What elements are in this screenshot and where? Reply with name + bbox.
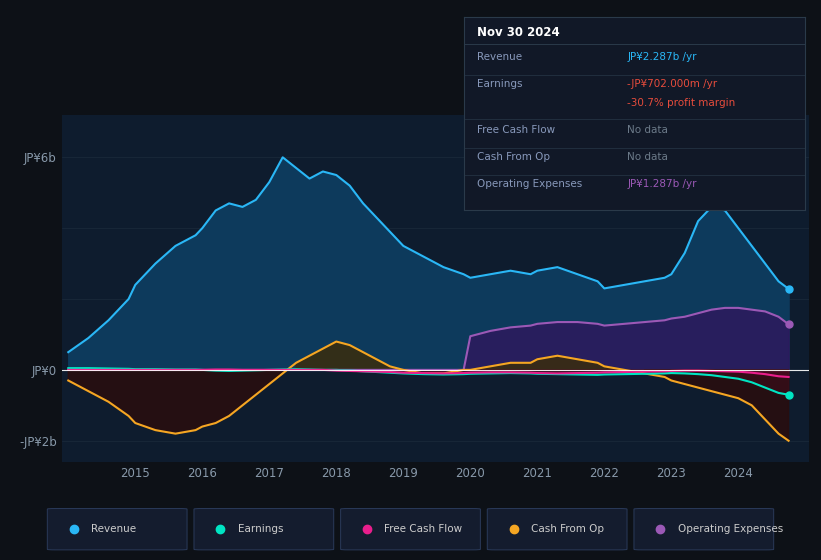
Text: Revenue: Revenue	[478, 52, 523, 62]
Text: No data: No data	[627, 152, 668, 162]
Text: Earnings: Earnings	[238, 524, 283, 534]
FancyBboxPatch shape	[341, 508, 480, 550]
FancyBboxPatch shape	[194, 508, 333, 550]
Text: Operating Expenses: Operating Expenses	[478, 179, 583, 189]
Text: -JP¥702.000m /yr: -JP¥702.000m /yr	[627, 78, 718, 88]
Text: -30.7% profit margin: -30.7% profit margin	[627, 98, 736, 108]
Text: Nov 30 2024: Nov 30 2024	[478, 26, 560, 39]
Text: Cash From Op: Cash From Op	[478, 152, 551, 162]
Text: No data: No data	[627, 125, 668, 135]
FancyBboxPatch shape	[48, 508, 187, 550]
FancyBboxPatch shape	[634, 508, 773, 550]
Text: Revenue: Revenue	[91, 524, 136, 534]
Text: JP¥1.287b /yr: JP¥1.287b /yr	[627, 179, 697, 189]
FancyBboxPatch shape	[488, 508, 627, 550]
Text: Earnings: Earnings	[478, 78, 523, 88]
Text: Cash From Op: Cash From Op	[531, 524, 604, 534]
Text: Free Cash Flow: Free Cash Flow	[384, 524, 462, 534]
Text: Operating Expenses: Operating Expenses	[678, 524, 783, 534]
Text: JP¥2.287b /yr: JP¥2.287b /yr	[627, 52, 697, 62]
Text: Free Cash Flow: Free Cash Flow	[478, 125, 556, 135]
